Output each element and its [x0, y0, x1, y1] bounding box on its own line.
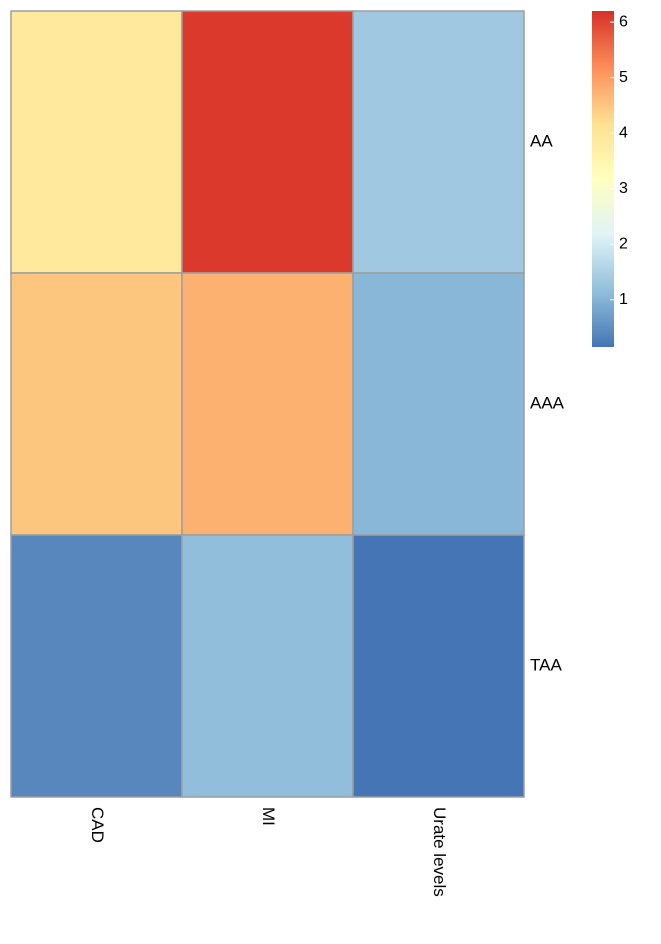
colorbar-tick-label: 4 — [619, 124, 628, 141]
heatmap-cells — [10, 10, 525, 798]
heatmap-cell-aa-mi — [181, 10, 354, 274]
heatmap-cell-aa-urate-levels — [352, 10, 525, 274]
colorbar-ticks: 1 2 3 4 5 6 — [610, 13, 628, 308]
row-label-aaa: AAA — [530, 393, 565, 412]
heatmap-cell-aa-cad — [10, 10, 183, 274]
colorbar-tick-label: 6 — [619, 13, 628, 30]
heatmap-cell-taa-mi — [181, 534, 354, 798]
heatmap-cell-taa-urate-levels — [352, 534, 525, 798]
column-label-urate-levels: Urate levels — [430, 807, 449, 897]
colorbar-tick-label: 5 — [619, 69, 628, 86]
column-label-mi: MI — [259, 807, 278, 826]
column-label-cad: CAD — [88, 807, 107, 843]
colorbar-tick-label: 1 — [619, 291, 628, 308]
colorbar — [592, 11, 614, 347]
column-labels: CAD MI Urate levels — [88, 807, 449, 897]
row-label-aa: AA — [530, 131, 553, 150]
row-label-taa: TAA — [530, 655, 562, 674]
colorbar-tick-label: 2 — [619, 235, 628, 252]
colorbar-tick-label: 3 — [619, 180, 628, 197]
heatmap-cell-aaa-mi — [181, 272, 354, 536]
heatmap-cell-aaa-urate-levels — [352, 272, 525, 536]
color-legend: 1 2 3 4 5 6 — [592, 11, 628, 347]
heatmap-cell-taa-cad — [10, 534, 183, 798]
heatmap-cell-aaa-cad — [10, 272, 183, 536]
